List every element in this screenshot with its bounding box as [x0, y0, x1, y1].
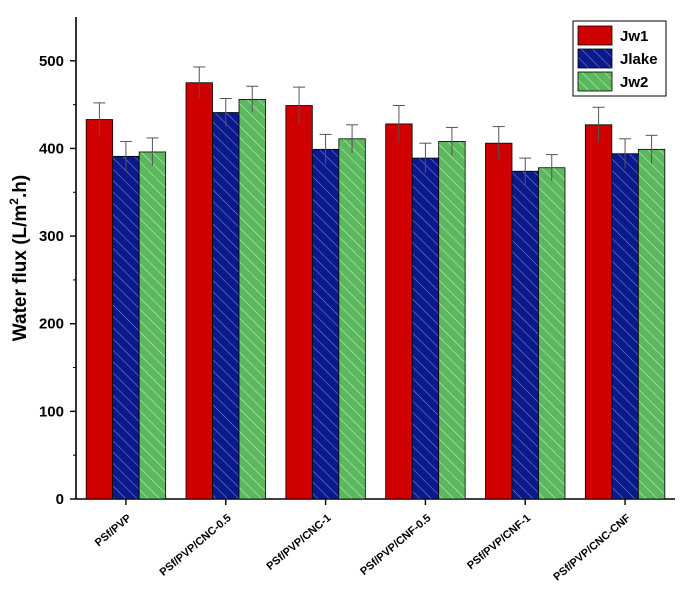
error-bar: [346, 124, 359, 153]
error-bar: [193, 66, 206, 99]
bar-jw1-3: [285, 105, 313, 500]
legend: Jw1 Jlake Jw2: [572, 20, 667, 97]
error-bar: [545, 154, 558, 181]
bar-jw2-6: [637, 148, 666, 500]
bar-series: [85, 82, 666, 500]
error-bar: [492, 126, 505, 160]
legend-swatch-jw1: [577, 25, 613, 46]
x-category-label: PSf/PVP/CNC-0.5: [158, 512, 234, 579]
x-category-label: PSf/PVP: [93, 512, 134, 549]
error-bar: [392, 105, 405, 143]
legend-swatch-jw2: [577, 71, 613, 92]
error-bar: [319, 133, 332, 165]
error-bar: [246, 85, 259, 113]
bar-jw1-5: [485, 142, 513, 500]
x-axis-ticks: PSf/PVP PSf/PVP/CNC-0.5 PSf/PVP/CNC-1 PSf/P…: [93, 499, 633, 583]
legend-label-jw1: Jw1: [620, 28, 648, 45]
x-category-label: PSf/PVP/CNC-CNF: [551, 512, 633, 583]
bar-jw1-1: [85, 119, 114, 500]
error-bar: [93, 102, 106, 137]
y-axis-ticks: 0 100 200 300 400 500: [39, 53, 76, 508]
y-tick-label: 100: [39, 403, 64, 420]
bar-jw2-3: [338, 138, 366, 500]
error-bar: [592, 106, 605, 143]
error-bars: [93, 66, 658, 185]
bar-jw2-5: [538, 167, 566, 500]
error-bar: [645, 134, 658, 164]
bar-jw1-6: [584, 124, 613, 500]
y-tick-label: 400: [39, 140, 64, 157]
error-bar: [146, 137, 159, 166]
bar-jw2-1: [138, 151, 167, 500]
error-bar: [219, 98, 232, 127]
bar-jlake-6: [611, 153, 639, 500]
error-bar: [419, 142, 432, 173]
error-bar: [293, 86, 306, 124]
x-category-label: PSf/PVP/CNF-1: [465, 512, 533, 572]
y-tick-label: 0: [56, 491, 64, 508]
legend-label-jlake: Jlake: [620, 51, 658, 68]
bar-jlake-4: [411, 157, 440, 500]
error-bar: [119, 140, 132, 172]
bar-jlake-1: [112, 155, 140, 500]
bar-jw2-2: [238, 98, 266, 500]
error-bar: [445, 126, 458, 156]
bar-jw2-4: [438, 141, 466, 500]
bar-jlake-3: [311, 148, 340, 500]
bar-jlake-2: [212, 112, 240, 500]
y-tick-label: 300: [39, 228, 64, 245]
y-axis-title: Water flux (L/m2.h): [7, 175, 31, 341]
legend-swatch-jlake: [577, 48, 613, 69]
plot-frame: [75, 17, 675, 500]
bar-jlake-5: [511, 170, 539, 500]
bar-jw1-4: [385, 123, 413, 500]
y-tick-label: 500: [39, 53, 64, 70]
error-bar: [619, 138, 632, 169]
error-bar: [519, 157, 532, 185]
bar-jw1-2: [185, 82, 213, 500]
legend-label-jw2: Jw2: [620, 74, 648, 91]
y-tick-label: 200: [39, 316, 64, 333]
x-category-label: PSf/PVP/CNC-1: [264, 512, 333, 573]
x-category-label: PSf/PVP/CNF-0.5: [358, 512, 433, 578]
